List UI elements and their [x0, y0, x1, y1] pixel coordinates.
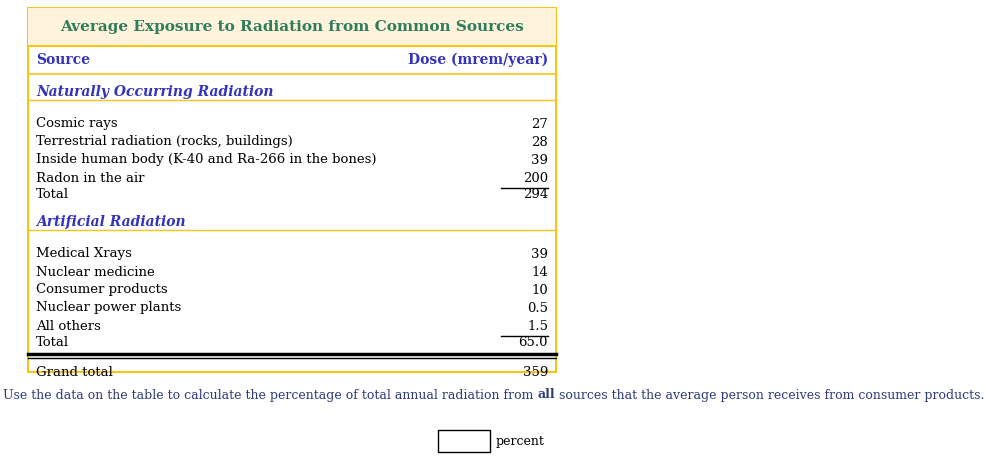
- Text: Naturally Occurring Radiation: Naturally Occurring Radiation: [35, 85, 273, 99]
- Text: 28: 28: [530, 136, 547, 149]
- Text: Inside human body (K-40 and Ra-266 in the bones): Inside human body (K-40 and Ra-266 in th…: [35, 153, 376, 167]
- Text: 39: 39: [530, 153, 547, 167]
- Text: 0.5: 0.5: [527, 301, 547, 315]
- Text: 65.0: 65.0: [518, 336, 547, 348]
- Text: 359: 359: [523, 366, 547, 378]
- Text: 14: 14: [530, 266, 547, 278]
- Text: Radon in the air: Radon in the air: [35, 171, 144, 185]
- Text: 27: 27: [530, 118, 547, 130]
- Text: Average Exposure to Radiation from Common Sources: Average Exposure to Radiation from Commo…: [60, 20, 524, 34]
- Text: Terrestrial radiation (rocks, buildings): Terrestrial radiation (rocks, buildings): [35, 136, 293, 149]
- Text: Medical Xrays: Medical Xrays: [35, 248, 132, 260]
- Text: all: all: [536, 388, 554, 401]
- Text: Total: Total: [35, 188, 69, 200]
- Text: 200: 200: [523, 171, 547, 185]
- Bar: [28, 8, 555, 46]
- Text: 10: 10: [530, 284, 547, 297]
- Text: Cosmic rays: Cosmic rays: [35, 118, 117, 130]
- Text: 294: 294: [523, 188, 547, 200]
- Text: Source: Source: [35, 53, 90, 67]
- Text: Total: Total: [35, 336, 69, 348]
- Text: All others: All others: [35, 319, 101, 333]
- Text: percent: percent: [495, 435, 544, 447]
- Text: Dose (mrem/year): Dose (mrem/year): [407, 53, 547, 67]
- Text: Consumer products: Consumer products: [35, 284, 168, 297]
- Text: 1.5: 1.5: [527, 319, 547, 333]
- Text: Use the data on the table to calculate the percentage of total annual radiation : Use the data on the table to calculate t…: [3, 388, 536, 401]
- Text: Nuclear medicine: Nuclear medicine: [35, 266, 155, 278]
- Text: sources that the average person receives from consumer products.: sources that the average person receives…: [554, 388, 983, 401]
- Text: 39: 39: [530, 248, 547, 260]
- Bar: [28, 8, 555, 372]
- Text: Nuclear power plants: Nuclear power plants: [35, 301, 181, 315]
- Bar: [437, 430, 489, 452]
- Text: Artificial Radiation: Artificial Radiation: [35, 215, 185, 229]
- Text: Grand total: Grand total: [35, 366, 112, 378]
